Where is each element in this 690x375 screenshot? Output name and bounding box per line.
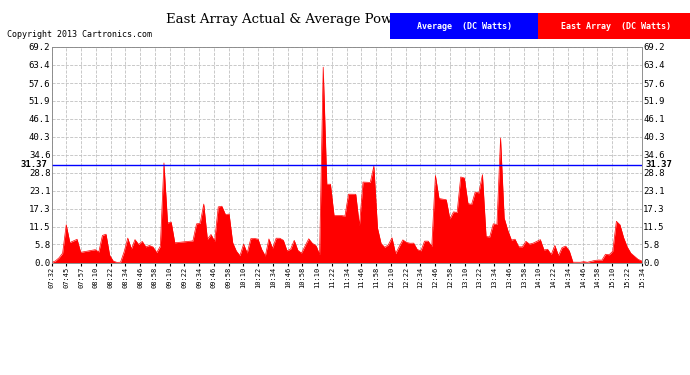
Text: East Array  (DC Watts): East Array (DC Watts) <box>561 22 671 31</box>
Text: 31.37: 31.37 <box>21 160 48 169</box>
Text: East Array Actual & Average Power Fri Dec 20 15:36: East Array Actual & Average Power Fri De… <box>166 13 524 26</box>
Text: Copyright 2013 Cartronics.com: Copyright 2013 Cartronics.com <box>7 30 152 39</box>
Text: 31.37: 31.37 <box>646 160 673 169</box>
Text: Average  (DC Watts): Average (DC Watts) <box>417 22 511 31</box>
